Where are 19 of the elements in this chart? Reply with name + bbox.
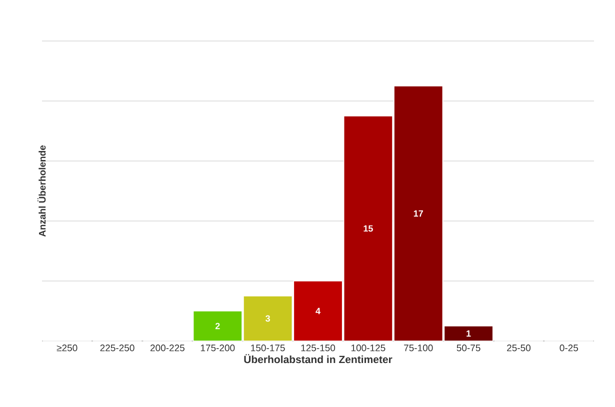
data-label: 2 <box>215 322 220 330</box>
y-axis-title: Anzahl Überholende <box>37 145 46 237</box>
x-tick-label: 75-100 <box>404 344 433 352</box>
data-label: 17 <box>414 210 423 217</box>
x-tick-label: 100-125 <box>351 344 386 352</box>
x-tick-label: 150-175 <box>251 344 285 352</box>
x-tick-label: 0-25 <box>560 344 578 352</box>
x-tick-label: 50-75 <box>456 344 480 352</box>
x-tick-label: 200-225 <box>150 344 184 352</box>
data-label: 3 <box>266 315 270 322</box>
x-axis-title: Überholabstand in Zentimeter <box>244 354 392 364</box>
x-tick-label: 125-150 <box>301 344 336 352</box>
x-tick-label: 25-50 <box>507 344 530 352</box>
data-label: 15 <box>364 225 373 232</box>
x-tick-label: 225-250 <box>100 344 134 352</box>
x-tick-label: 175-200 <box>200 344 235 352</box>
data-label: 4 <box>316 308 320 314</box>
data-label: 1 <box>466 330 471 337</box>
x-tick-label: ≥250 <box>56 344 78 352</box>
